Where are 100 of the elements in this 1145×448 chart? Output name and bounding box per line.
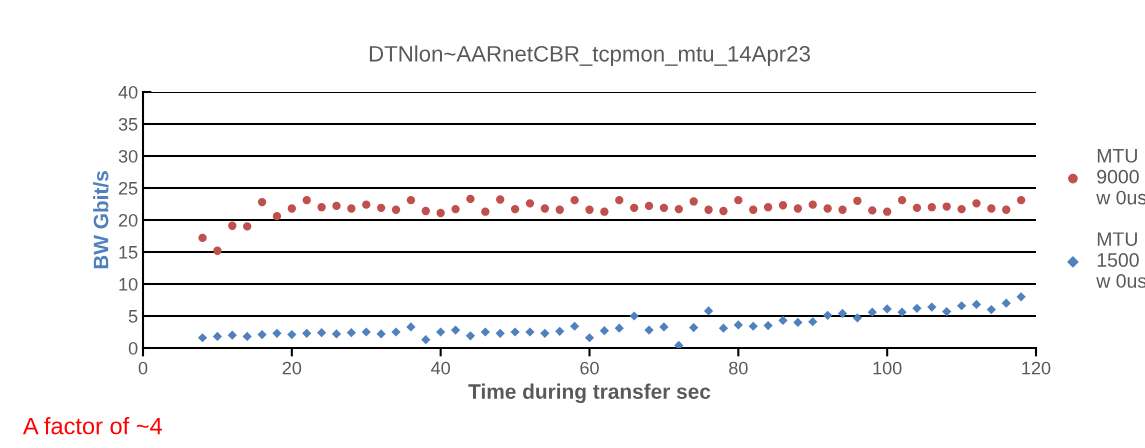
point (600, 207, 609, 216)
y-tick-label: 0 (128, 341, 138, 355)
point (852, 313, 863, 323)
point (734, 195, 743, 205)
x-tick-label: 20 (282, 361, 302, 375)
point (272, 328, 282, 338)
point (540, 204, 550, 213)
y-tick-label: 5 (128, 310, 138, 323)
x-tick-label: 0 (138, 361, 148, 375)
point (867, 307, 877, 317)
point (496, 195, 505, 204)
point (525, 327, 535, 337)
point (540, 328, 550, 338)
point (406, 322, 416, 332)
point (1002, 205, 1011, 214)
point (808, 200, 817, 209)
point (450, 325, 461, 335)
point (703, 306, 714, 316)
point (644, 325, 654, 335)
point (376, 329, 386, 339)
point (421, 206, 430, 216)
y-axis-title: BW Gbit/s (93, 171, 109, 269)
text: A factor of ~4 (22, 417, 162, 435)
point (718, 323, 729, 333)
point (332, 201, 341, 211)
point (793, 204, 803, 213)
point (481, 207, 490, 216)
point (956, 301, 967, 311)
point (689, 197, 698, 206)
point (243, 222, 252, 231)
point (659, 203, 669, 213)
point (466, 194, 475, 204)
point (689, 322, 699, 333)
point (585, 205, 594, 214)
point (957, 204, 966, 214)
point (629, 203, 639, 213)
point (659, 322, 669, 332)
point (451, 204, 460, 214)
point (228, 221, 237, 230)
point (778, 201, 788, 210)
point (793, 317, 803, 328)
point (346, 328, 356, 338)
point (376, 203, 386, 213)
point (436, 208, 445, 218)
point (599, 326, 609, 336)
point (212, 331, 223, 342)
point (391, 205, 401, 214)
y-tick-label: 10 (119, 277, 138, 291)
point (257, 197, 267, 207)
point (763, 320, 773, 331)
point (808, 317, 818, 327)
point (868, 206, 877, 215)
y-tick-label: 15 (119, 246, 138, 259)
y-tick-label: 30 (118, 149, 138, 163)
point (272, 211, 282, 221)
point (406, 195, 416, 205)
point (570, 321, 580, 331)
point (347, 204, 356, 213)
point (897, 307, 907, 317)
point (555, 326, 565, 336)
point (614, 323, 624, 333)
point (986, 304, 996, 315)
point (436, 327, 446, 337)
point (853, 196, 862, 205)
point (704, 205, 713, 214)
point (674, 340, 684, 348)
y-tick-label: 25 (118, 181, 138, 195)
point (421, 335, 431, 345)
point (823, 310, 833, 320)
point (525, 199, 535, 208)
point (674, 204, 683, 214)
point (733, 320, 743, 330)
point (302, 328, 312, 338)
point (197, 333, 208, 343)
point (257, 329, 267, 340)
point (302, 195, 311, 205)
point (198, 233, 207, 243)
point (823, 204, 832, 213)
point (555, 205, 564, 214)
chart-title: DTNlon~AARnetCBR_tcpmon_mtu_14Apr23 (369, 45, 810, 67)
point (912, 203, 922, 213)
point (465, 331, 476, 341)
point (510, 327, 520, 337)
point (495, 328, 505, 338)
point (749, 205, 758, 214)
point (883, 207, 892, 216)
point (1016, 292, 1026, 302)
point (912, 303, 922, 313)
y-tick-label: 40 (118, 85, 138, 99)
y-tick-label: 35 (118, 117, 138, 131)
point (927, 302, 937, 312)
point (615, 195, 624, 205)
point (391, 327, 401, 337)
point (570, 195, 579, 205)
point (213, 246, 222, 255)
point (987, 204, 996, 213)
x-tick-label: 100 (873, 361, 902, 375)
point (287, 329, 297, 340)
x-tick-label: 60 (580, 361, 599, 375)
point (838, 205, 847, 214)
